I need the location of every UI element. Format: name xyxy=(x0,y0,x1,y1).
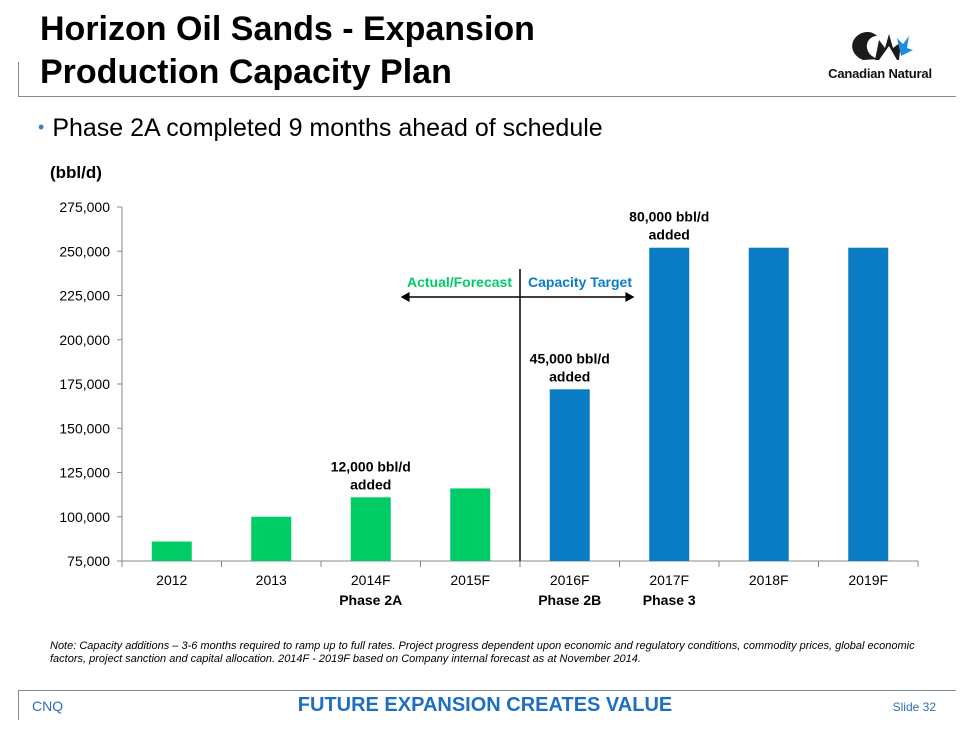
annotation-added: added xyxy=(350,476,391,492)
y-tick-label: 150,000 xyxy=(59,420,110,436)
phase-label: Phase 3 xyxy=(643,592,696,608)
x-tick-label: 2012 xyxy=(156,572,187,588)
title-line-1: Horizon Oil Sands - Expansion xyxy=(40,10,535,48)
annotation-amount: 12,000 bbl/d xyxy=(331,458,411,474)
x-tick-label: 2018F xyxy=(749,572,789,588)
title-line-2: Production Capacity Plan xyxy=(40,53,452,91)
unit-label: (bbl/d) xyxy=(50,163,102,182)
footnote: Note: Capacity additions – 3-6 months re… xyxy=(50,640,915,665)
y-tick-label: 75,000 xyxy=(67,553,110,569)
phase-label: Phase 2B xyxy=(538,592,601,608)
x-tick-label: 2013 xyxy=(256,572,287,588)
annotation-added: added xyxy=(649,227,690,243)
slide-number: Slide 32 xyxy=(892,700,936,714)
footer-divider xyxy=(18,690,956,691)
y-tick-label: 275,000 xyxy=(59,199,110,215)
capacity-bar-chart: 75,000 100,000 125,000 150,000 175,000 200,00… xyxy=(59,199,919,608)
footer-ticker: CNQ xyxy=(32,698,64,714)
annotation-amount: 80,000 bbl/d xyxy=(629,209,709,225)
x-tick-label: 2019F xyxy=(848,572,888,588)
annotation-amount: 45,000 bbl/d xyxy=(530,350,610,366)
y-tick-label: 125,000 xyxy=(59,465,110,481)
arrow-right-head-icon xyxy=(625,292,635,302)
bar-2015F xyxy=(450,488,491,561)
bar-2019F xyxy=(848,247,889,561)
footer-tagline: FUTURE EXPANSION CREATES VALUE xyxy=(297,694,673,716)
x-tick-label: 2017F xyxy=(649,572,689,588)
y-tick-label: 200,000 xyxy=(59,332,110,348)
arrow-left-head-icon xyxy=(400,292,410,302)
slide-title: Horizon Oil Sands - Expansion Production… xyxy=(40,8,535,94)
bar-2012 xyxy=(151,541,192,561)
maple-leaf-logo-icon xyxy=(852,32,913,60)
phase-label: Phase 2A xyxy=(339,592,402,608)
title-divider xyxy=(18,96,956,97)
bar-2013 xyxy=(251,516,292,561)
y-tick-label: 175,000 xyxy=(59,376,110,392)
bar-2014F xyxy=(350,497,391,561)
y-tick-label: 250,000 xyxy=(59,243,110,259)
y-tick-label: 225,000 xyxy=(59,288,110,304)
bar-2017F xyxy=(649,247,690,561)
footer-bracket-line xyxy=(18,690,19,720)
x-tick-label: 2015F xyxy=(450,572,490,588)
company-logo: Canadian Natural xyxy=(815,26,945,84)
bullet-text: Phase 2A completed 9 months ahead of sch… xyxy=(52,114,603,142)
logo-wordmark: Canadian Natural xyxy=(828,66,932,81)
y-tick-label: 100,000 xyxy=(59,509,110,525)
x-tick-label: 2014F xyxy=(351,572,391,588)
annotation-added: added xyxy=(549,368,590,384)
capacity-target-label: Capacity Target xyxy=(528,274,632,290)
bar-2018F xyxy=(748,247,789,561)
bullet-icon: • xyxy=(38,117,45,137)
title-bracket-line xyxy=(18,62,19,96)
x-tick-label: 2016F xyxy=(550,572,590,588)
actual-forecast-label: Actual/Forecast xyxy=(407,274,512,290)
bullet-point: • Phase 2A completed 9 months ahead of sc… xyxy=(38,114,603,143)
bar-2016F xyxy=(549,389,590,561)
